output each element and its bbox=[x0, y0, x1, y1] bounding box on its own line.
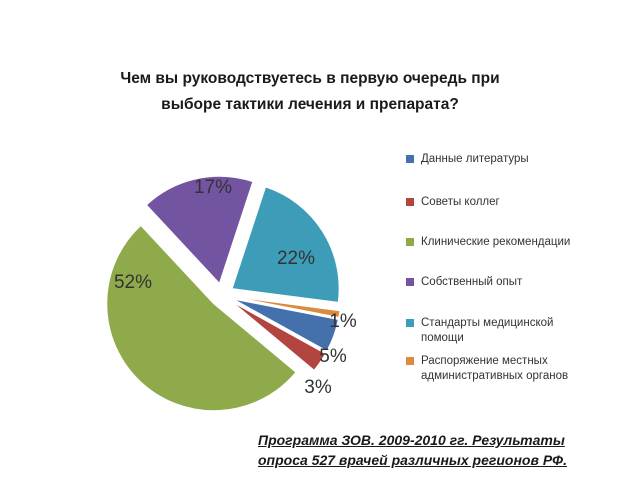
slice-own-experience bbox=[145, 175, 254, 285]
legend-swatch bbox=[406, 238, 414, 246]
legend-label: Советы коллег bbox=[421, 196, 500, 208]
chart-title: Чем вы руководствуетесь в первую очередь… bbox=[70, 66, 550, 118]
slice-literature bbox=[233, 298, 339, 352]
slice-standards bbox=[231, 186, 340, 303]
label-standards: 22% bbox=[277, 248, 315, 269]
legend-label: Данные литературы bbox=[421, 153, 529, 165]
source-note: Программа ЗОВ. 2009-2010 гг. Результаты … bbox=[258, 430, 598, 470]
legend-swatch bbox=[406, 198, 414, 206]
legend-swatch bbox=[406, 155, 414, 163]
slice-clinical-guidelines bbox=[106, 224, 297, 412]
legend-item-own-experience: Собственный опыт bbox=[406, 275, 596, 290]
legend-item-standards: Стандарты медицинской помощи bbox=[406, 316, 596, 346]
legend-swatch bbox=[406, 278, 414, 286]
source-note-line2: опроса 527 врачей различных регионов РФ. bbox=[258, 452, 567, 468]
legend-item-clinical-guidelines: Клинические рекомендации bbox=[406, 235, 596, 250]
chart-title-line2: выборе тактики лечения и препарата? bbox=[161, 96, 459, 113]
slice-local-authorities bbox=[233, 296, 341, 318]
slice-colleagues bbox=[231, 301, 327, 371]
chart-title-line1: Чем вы руководствуетесь в первую очередь… bbox=[120, 70, 500, 87]
label-clinical-guidelines: 52% bbox=[114, 272, 152, 293]
legend-label: Распоряжение местных административных ор… bbox=[421, 355, 569, 382]
legend-item-local-authorities: Распоряжение местных административных ор… bbox=[406, 354, 596, 384]
legend-label: Стандарты медицинской помощи bbox=[421, 317, 554, 344]
legend-label: Клинические рекомендации bbox=[421, 236, 571, 248]
legend-item-literature: Данные литературы bbox=[406, 152, 596, 167]
label-own-experience: 17% bbox=[194, 177, 232, 198]
legend-swatch bbox=[406, 319, 414, 327]
source-note-line1: Программа ЗОВ. 2009-2010 гг. Результаты bbox=[258, 432, 565, 448]
label-literature: 5% bbox=[319, 346, 347, 367]
label-colleagues: 3% bbox=[304, 377, 332, 398]
legend-item-colleagues: Советы коллег bbox=[406, 195, 596, 210]
legend-swatch bbox=[406, 357, 414, 365]
label-local-authorities: 1% bbox=[329, 311, 357, 332]
legend-label: Собственный опыт bbox=[421, 276, 523, 288]
